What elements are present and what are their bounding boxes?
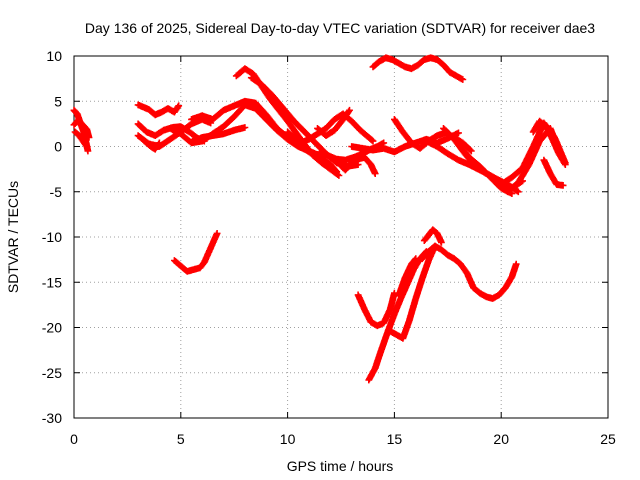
y-axis-label: SDTVAR / TECUs xyxy=(5,181,21,293)
series-track-32 xyxy=(418,242,520,302)
grid xyxy=(74,56,608,418)
x-axis-label: GPS time / hours xyxy=(287,458,394,474)
y-tick-label: -20 xyxy=(42,320,62,336)
point-markers xyxy=(455,141,516,197)
point-markers xyxy=(141,137,163,153)
series-track-28 xyxy=(354,289,398,330)
x-tick-label: 20 xyxy=(493,431,509,447)
series-track-16 xyxy=(333,154,379,177)
x-tick-label: 25 xyxy=(600,431,616,447)
point-markers xyxy=(333,154,379,177)
series-track-27 xyxy=(171,230,221,275)
y-tick-label: -15 xyxy=(42,274,62,290)
series-track-02 xyxy=(70,116,93,141)
point-markers xyxy=(314,106,353,139)
chart-title: Day 136 of 2025, Sidereal Day-to-day VTE… xyxy=(85,20,595,36)
series-track-04 xyxy=(134,101,183,119)
series-track-25 xyxy=(540,156,567,189)
x-axis: 0 5 10 15 20 25 xyxy=(70,56,616,447)
y-tick-label: 5 xyxy=(54,93,62,109)
x-tick-label: 0 xyxy=(70,431,78,447)
point-markers xyxy=(354,289,398,330)
point-markers xyxy=(134,101,183,119)
point-markers xyxy=(188,124,249,146)
x-tick-label: 5 xyxy=(177,431,185,447)
series-track-14 xyxy=(314,106,353,139)
y-tick-label: -5 xyxy=(50,184,63,200)
series-track-03 xyxy=(71,128,91,150)
y-tick-label: -10 xyxy=(42,229,62,245)
y-tick-label: -25 xyxy=(42,365,62,381)
point-markers xyxy=(386,242,439,342)
point-markers xyxy=(70,116,93,141)
series-track-29 xyxy=(365,248,430,384)
series-track-21 xyxy=(455,141,516,197)
x-tick-label: 10 xyxy=(280,431,296,447)
point-markers xyxy=(171,230,221,275)
series-track-33 xyxy=(420,226,445,246)
point-markers xyxy=(71,128,91,150)
y-tick-label: -30 xyxy=(42,410,62,426)
point-markers xyxy=(369,54,467,83)
point-markers xyxy=(395,255,420,300)
series-track-31 xyxy=(395,255,420,300)
y-axis: -30 -25 -20 -15 -10 -5 0 5 10 xyxy=(42,48,608,426)
series-track-10 xyxy=(188,124,249,146)
data-points xyxy=(70,54,569,384)
series-track-07 xyxy=(141,137,163,153)
y-tick-label: 10 xyxy=(46,48,62,64)
series-track-26 xyxy=(369,54,467,83)
series-track-30 xyxy=(386,242,439,342)
point-markers xyxy=(365,248,430,384)
point-markers xyxy=(529,117,569,168)
y-tick-label: 0 xyxy=(54,139,62,155)
series-track-24 xyxy=(529,117,569,168)
point-markers xyxy=(418,242,520,302)
point-markers xyxy=(420,226,445,246)
x-tick-label: 15 xyxy=(387,431,403,447)
point-markers xyxy=(540,156,567,189)
